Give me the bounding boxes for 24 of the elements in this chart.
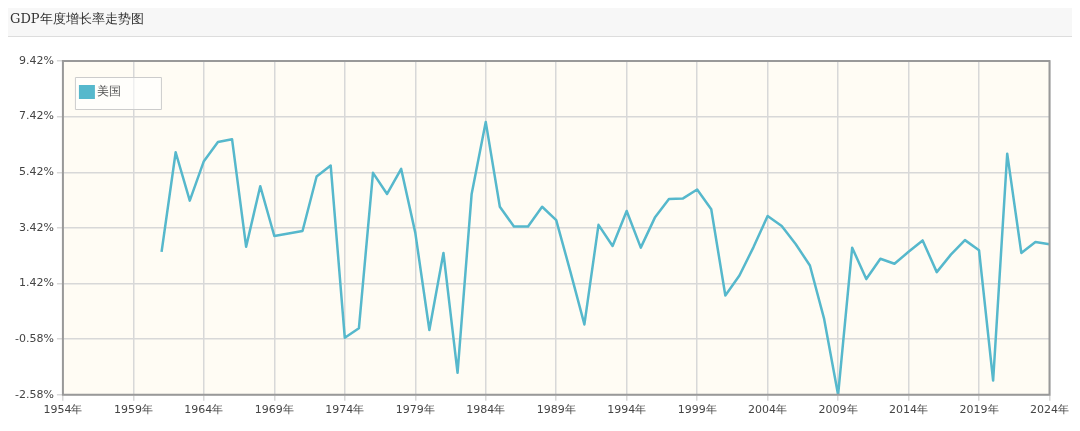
x-tick-label: 1984年 — [466, 403, 506, 417]
y-tick-label: -0.58% — [14, 332, 54, 346]
x-tick-label: 1964年 — [184, 403, 224, 417]
x-tick-label: 2024年 — [1030, 403, 1069, 417]
y-tick-label: 3.42% — [18, 220, 54, 234]
x-tick-label: 2009年 — [818, 403, 858, 417]
x-tick-label: 1979年 — [395, 403, 435, 417]
legend-label: 美国 — [96, 84, 121, 99]
x-tick-label: 1989年 — [536, 403, 576, 417]
y-tick-label: -2.58% — [14, 387, 54, 401]
x-tick-label: 1959年 — [113, 403, 153, 417]
y-tick-label: 9.42% — [18, 53, 54, 67]
y-tick-label: 7.42% — [18, 109, 54, 123]
x-tick-label: 1994年 — [607, 403, 647, 417]
x-tick-label: 2004年 — [748, 403, 788, 417]
x-tick-label: 1974年 — [325, 403, 365, 417]
x-tick-label: 1999年 — [677, 403, 717, 417]
y-tick-label: 1.42% — [18, 276, 54, 290]
y-tick-label: 5.42% — [18, 165, 54, 179]
x-tick-label: 1954年 — [43, 403, 83, 417]
x-tick-label: 1969年 — [254, 403, 294, 417]
x-tick-label: 2019年 — [959, 403, 999, 417]
chart-title: GDP年度增长率走势图 — [8, 8, 1072, 37]
x-tick-label: 2014年 — [889, 403, 929, 417]
